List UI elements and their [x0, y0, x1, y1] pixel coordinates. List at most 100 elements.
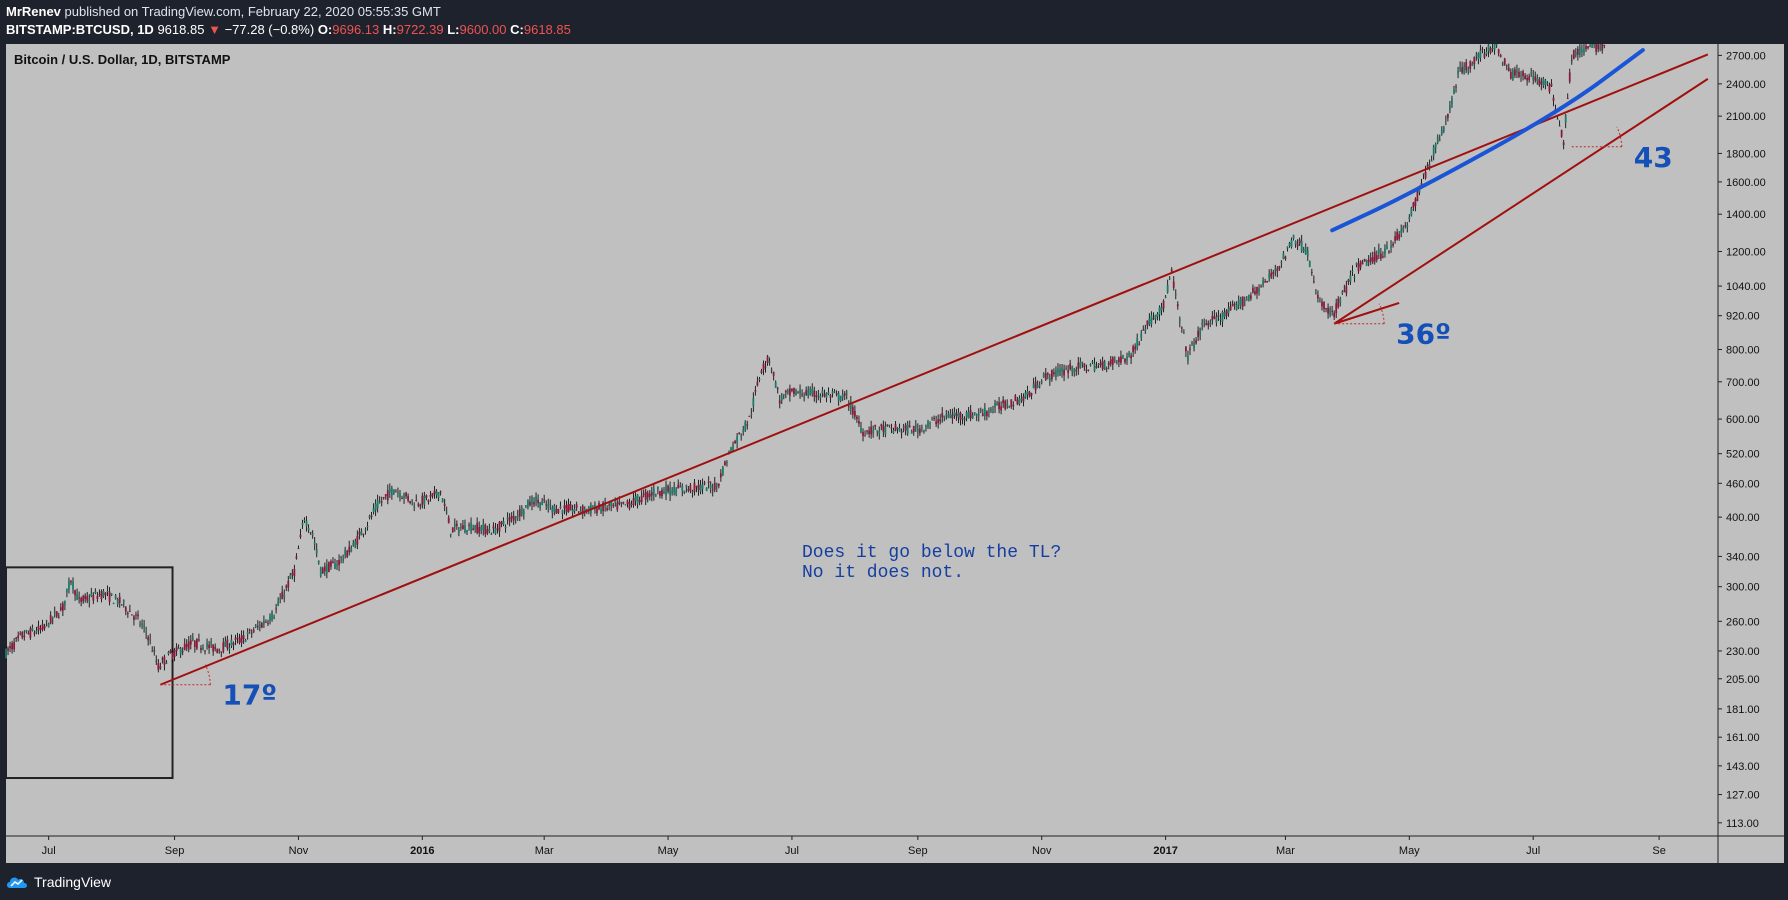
candle-down: [900, 431, 903, 433]
trendline: [159, 53, 1709, 686]
tradingview-logo[interactable]: TradingView: [6, 874, 111, 890]
candle-up: [1182, 332, 1185, 334]
candle-up: [675, 488, 678, 495]
candle-up: [277, 601, 280, 606]
candle-up: [368, 515, 371, 518]
candle-up: [1156, 313, 1159, 317]
candle-down: [181, 651, 184, 653]
candle-down: [462, 525, 464, 530]
candle-up: [636, 494, 639, 504]
candle-down: [937, 419, 940, 424]
candle-up: [151, 651, 154, 653]
candle-up: [925, 425, 927, 427]
candle-down: [1146, 320, 1149, 326]
candle-down: [185, 644, 188, 648]
candle-up: [1040, 381, 1043, 383]
candle-down: [1538, 79, 1541, 85]
candle-down: [433, 490, 436, 494]
candle-up: [504, 526, 507, 528]
candle-up: [531, 497, 533, 505]
candle-down: [1337, 298, 1340, 308]
candle-down: [756, 381, 759, 386]
time-axis[interactable]: [6, 836, 1718, 863]
candle-up: [561, 509, 564, 514]
candle-up: [31, 627, 34, 631]
candle-down: [687, 488, 690, 491]
candle-up: [1516, 70, 1518, 73]
brand-name: TradingView: [34, 874, 112, 890]
candle-up: [849, 401, 852, 410]
candle-up: [573, 508, 576, 511]
candle-up: [535, 496, 537, 502]
candle-up: [1036, 385, 1039, 388]
y-tick-label: 143.00: [1726, 761, 1760, 773]
y-tick-label: 230.00: [1726, 646, 1760, 658]
candle-down: [348, 546, 351, 553]
author-name[interactable]: MrRenev: [6, 4, 61, 19]
candle-down: [1585, 46, 1587, 50]
high-value: 9722.39: [396, 22, 444, 37]
candle-up: [1073, 369, 1076, 373]
candle-up: [453, 523, 456, 527]
y-tick-label: 2700.00: [1726, 50, 1766, 62]
candle-up: [845, 393, 848, 395]
candle-up: [553, 505, 556, 513]
candle-up: [1408, 216, 1411, 219]
candle-up: [1292, 234, 1295, 239]
candle-down: [1022, 396, 1025, 402]
candle-down: [382, 496, 385, 498]
y-tick-label: 1200.00: [1726, 246, 1766, 258]
candle-down: [738, 433, 741, 435]
candle-up: [699, 484, 702, 492]
candle-down: [74, 590, 76, 596]
candle-down: [214, 646, 217, 650]
candle-up: [399, 493, 401, 498]
candle-down: [1595, 44, 1598, 52]
candle-down: [866, 430, 868, 432]
candle-down: [1347, 279, 1350, 283]
candle-up: [354, 541, 357, 548]
y-tick-label: 2100.00: [1726, 111, 1766, 123]
candle-down: [1101, 361, 1104, 370]
candle-down: [285, 585, 288, 588]
annotation-line-1: Does it go below the TL?: [802, 543, 1061, 563]
trendlines[interactable]: [159, 48, 1709, 686]
candle-down: [581, 505, 584, 515]
candle-down: [232, 643, 235, 645]
candle-down: [330, 561, 332, 567]
candle-up: [206, 642, 208, 647]
candle-down: [332, 561, 334, 564]
candle-up: [506, 517, 509, 520]
candle-down: [161, 658, 164, 660]
candle-down: [793, 387, 795, 395]
candle-up: [943, 415, 946, 418]
candle-up: [263, 620, 265, 625]
candle-down: [890, 427, 893, 429]
candle-down: [815, 395, 818, 398]
candle-down: [1369, 257, 1372, 262]
candle-down: [240, 635, 243, 644]
candle-up: [1339, 298, 1342, 303]
candle-down: [1028, 391, 1031, 397]
price-chart[interactable]: 113.00 127.00 143.00 161.00 181.00 205.00 230.…: [0, 0, 1788, 865]
y-tick-label: 1800.00: [1726, 148, 1766, 160]
candle-up: [352, 542, 355, 546]
candle-down: [1231, 303, 1234, 307]
candle-up: [549, 503, 552, 505]
candle-down: [1105, 368, 1108, 370]
candle-down: [1325, 308, 1327, 310]
candle-up: [149, 639, 152, 641]
candle-down: [618, 501, 621, 504]
candle-up: [179, 648, 182, 655]
candle-down: [216, 648, 219, 653]
angle-label: 17º: [222, 679, 277, 712]
candle-down: [153, 650, 156, 652]
candle-down: [193, 640, 196, 647]
price-axis[interactable]: [1718, 44, 1784, 836]
candle-up: [411, 499, 414, 501]
candle-up: [1154, 314, 1157, 320]
candle-up: [1079, 361, 1082, 368]
candle-up: [437, 492, 440, 499]
price-change: −77.28 (−0.8%): [224, 22, 315, 37]
candle-down: [695, 486, 698, 488]
